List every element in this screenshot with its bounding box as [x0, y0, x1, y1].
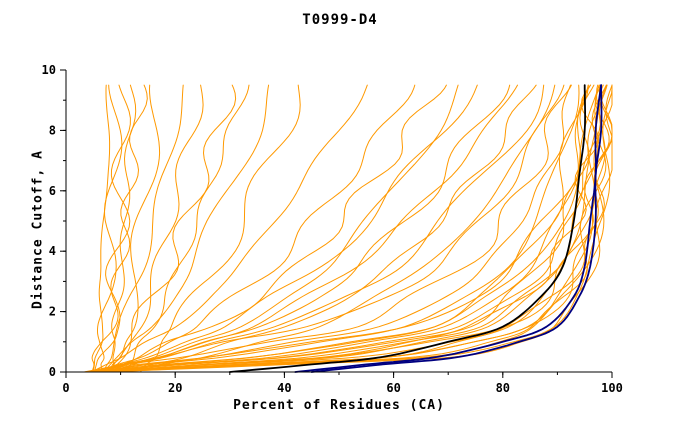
- svg-text:0: 0: [62, 381, 69, 395]
- svg-text:4: 4: [49, 244, 56, 258]
- svg-text:10: 10: [42, 63, 56, 77]
- svg-text:100: 100: [601, 381, 623, 395]
- svg-text:20: 20: [168, 381, 182, 395]
- svg-text:60: 60: [386, 381, 400, 395]
- svg-text:2: 2: [49, 305, 56, 319]
- svg-text:40: 40: [277, 381, 291, 395]
- y-axis-label: Distance Cutoff, A: [30, 150, 46, 309]
- chart-title: T0999-D4: [302, 12, 378, 28]
- svg-text:80: 80: [496, 381, 510, 395]
- svg-text:0: 0: [49, 365, 56, 379]
- svg-text:8: 8: [49, 123, 56, 137]
- svg-text:6: 6: [49, 184, 56, 198]
- x-axis-label: Percent of Residues (CA): [233, 398, 445, 413]
